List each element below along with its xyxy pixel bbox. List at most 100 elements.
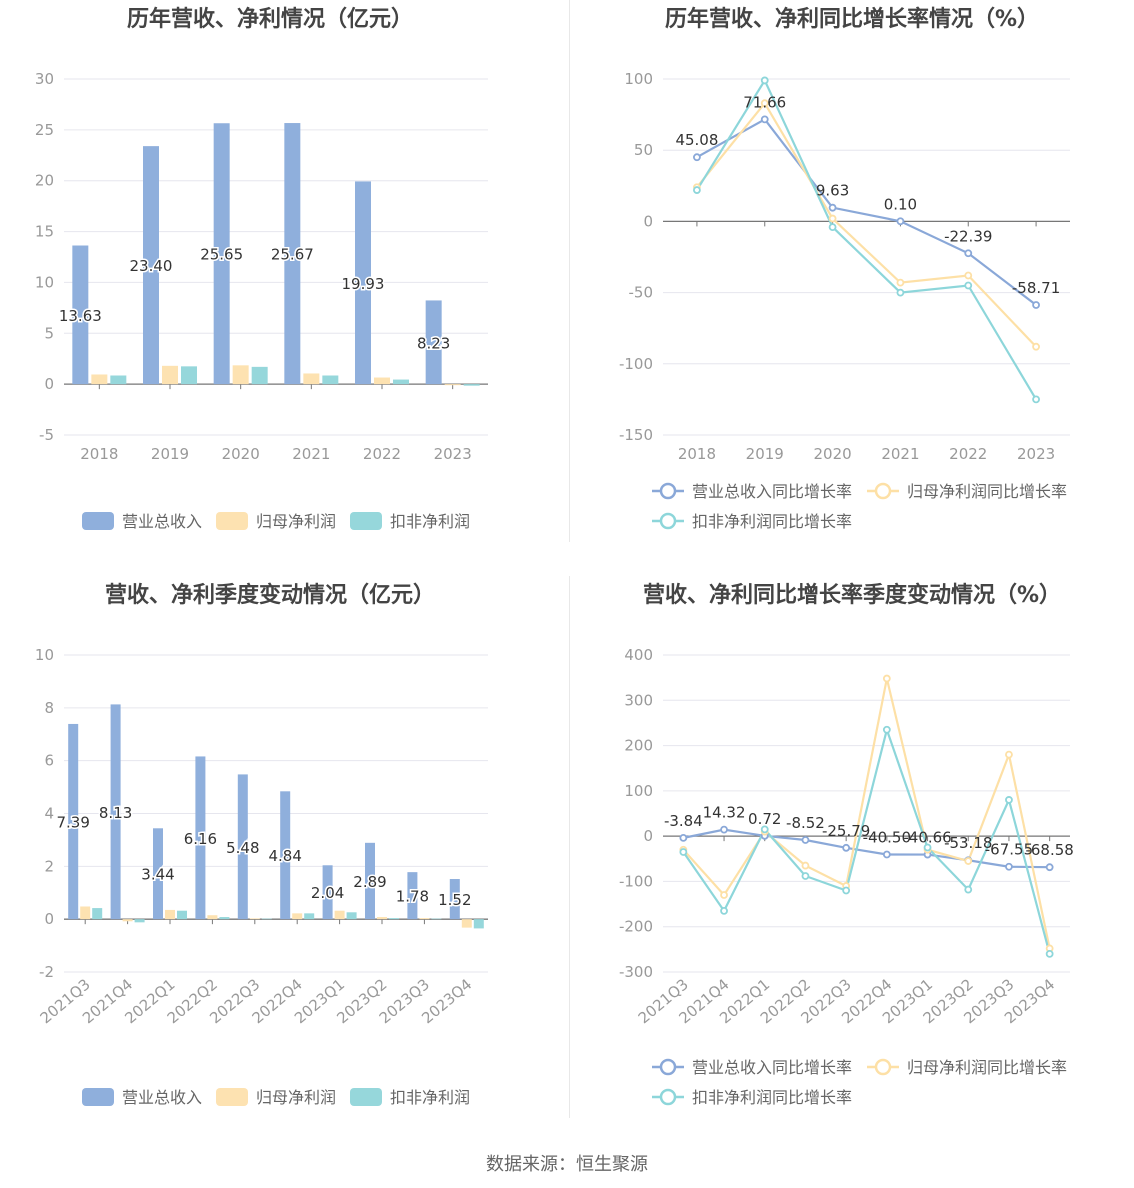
- bar: [407, 872, 418, 920]
- legend-swatch: [350, 1088, 382, 1106]
- data-point: [923, 843, 932, 852]
- bar: [91, 374, 108, 385]
- y-tick-label: 8: [44, 699, 54, 717]
- data-label: 8.23: [417, 334, 450, 352]
- data-point: [801, 861, 810, 870]
- legend-label: 营业总收入: [122, 512, 202, 531]
- chart-svg: 营收、净利季度变动情况（亿元）-202468102021Q32021Q42022…: [35, 582, 488, 1107]
- chart-svg: 营收、净利同比增长率季度变动情况（%） -300 -200 -100 0 100 200 30…: [619, 582, 1074, 1107]
- data-point: [964, 271, 973, 280]
- data-point: [720, 906, 728, 915]
- data-point: [801, 872, 810, 880]
- data-label: 4.84: [268, 847, 301, 865]
- data-point: [828, 214, 837, 223]
- bar: [92, 908, 103, 920]
- data-point: [1045, 863, 1054, 872]
- legend-label: 营业总收入: [122, 1088, 202, 1107]
- y-tick-label: 0: [643, 212, 653, 230]
- data-point: [964, 857, 973, 865]
- y-tick-label: 10: [35, 646, 54, 664]
- data-label: -25.79: [822, 822, 870, 840]
- data-label: 19.93: [342, 275, 385, 293]
- bar: [334, 910, 345, 920]
- data-label: 3.44: [141, 866, 174, 884]
- data-point: [679, 848, 688, 856]
- legend-label: 归母净利润: [256, 512, 336, 531]
- data-label: -3.84: [664, 812, 703, 830]
- data-label: 8.13: [99, 804, 132, 822]
- y-tick-label: 4: [44, 805, 54, 823]
- y-tick-label: -100: [619, 872, 653, 890]
- x-tick-label: 2021: [881, 445, 919, 463]
- y-tick-label: 400: [624, 646, 653, 664]
- data-point: [964, 281, 973, 290]
- y-tick-label: 30: [35, 70, 54, 88]
- chart-title: 营收、净利同比增长率季度变动情况（%）: [643, 582, 1061, 608]
- legend-swatch-marker: [659, 1058, 677, 1076]
- bar: [473, 919, 484, 929]
- legend-swatch: [82, 512, 114, 530]
- bar: [165, 909, 175, 920]
- bar: [249, 918, 260, 920]
- y-tick-label: 25: [35, 121, 54, 139]
- y-tick-label: 100: [624, 782, 653, 800]
- bar: [68, 723, 79, 920]
- y-tick-label: 20: [35, 172, 54, 190]
- bar: [251, 366, 268, 385]
- data-label: 1.52: [438, 891, 471, 909]
- x-tick-label: 2022: [949, 445, 987, 463]
- series-line: [696, 117, 1037, 306]
- data-point: [882, 850, 891, 859]
- x-tick-label: 2023: [1017, 445, 1055, 463]
- data-point: [1005, 796, 1013, 804]
- data-point: [828, 223, 837, 231]
- bar: [419, 918, 430, 920]
- data-label: 2.89: [353, 873, 386, 891]
- data-point: [1032, 301, 1040, 309]
- bar: [110, 704, 121, 920]
- chart-title: 营收、净利季度变动情况（亿元）: [105, 582, 435, 608]
- x-tick-label: 2019: [151, 445, 189, 463]
- data-point: [693, 186, 701, 194]
- x-tick-label: 2023: [434, 445, 472, 463]
- annual-revenue-profit-chart: 历年营收、净利情况（亿元） -5 0 5 10 15 20 25 30 2018 2019 2020 2…: [0, 0, 567, 575]
- source-note: 数据来源：恒生聚源: [486, 1154, 648, 1175]
- series-line: [683, 828, 1050, 869]
- bar: [219, 917, 230, 920]
- data-label: 5.48: [226, 839, 259, 857]
- data-point: [1045, 949, 1054, 958]
- data-label: 45.08: [675, 131, 718, 149]
- bar: [322, 865, 333, 920]
- data-label: -58.71: [1012, 279, 1060, 297]
- legend-label: 扣非净利润同比增长率: [692, 512, 852, 531]
- data-point: [828, 203, 837, 212]
- data-label: 2.04: [311, 884, 344, 902]
- x-tick-label: 2018: [80, 445, 118, 463]
- y-tick-label: 200: [624, 737, 653, 755]
- data-point: [964, 249, 973, 258]
- x-tick-label: 2022: [363, 445, 401, 463]
- x-tick-label: 2020: [813, 445, 851, 463]
- data-point: [801, 836, 810, 844]
- bar: [377, 917, 387, 920]
- bar: [355, 181, 371, 385]
- data-label: -68.58: [1025, 841, 1073, 859]
- data-label: -22.39: [944, 227, 992, 245]
- data-point: [693, 153, 701, 162]
- data-point: [760, 825, 769, 834]
- data-label: 0.10: [884, 195, 917, 213]
- chart-title: 历年营收、净利同比增长率情况（%）: [665, 6, 1039, 32]
- legend-swatch: [350, 512, 382, 530]
- bar: [261, 918, 272, 920]
- y-tick-label: -300: [619, 963, 653, 981]
- legend-swatch: [216, 512, 248, 530]
- data-point: [842, 843, 851, 852]
- bar: [449, 879, 460, 920]
- x-tick-label: 2018: [678, 445, 716, 463]
- y-tick-label: -2: [39, 963, 54, 981]
- data-point: [679, 833, 688, 842]
- y-tick-label: -200: [619, 918, 653, 936]
- data-point: [720, 891, 728, 899]
- legend-label: 归母净利润: [256, 1088, 336, 1107]
- data-label: 14.32: [703, 804, 746, 822]
